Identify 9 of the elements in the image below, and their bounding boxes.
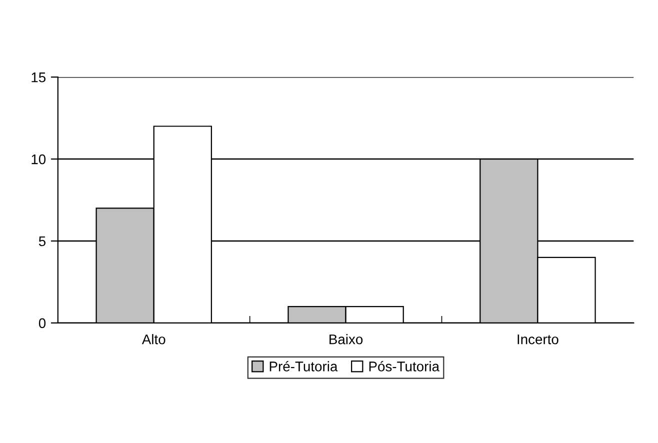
y-tick-label: 10 <box>32 154 46 164</box>
y-tick-label: 0 <box>38 318 46 328</box>
x-tick-label: Incerto <box>518 334 558 344</box>
legend-label: Pré-Tutoria <box>270 361 338 372</box>
x-tick-label: Alto <box>142 334 166 344</box>
y-tick-label: 15 <box>32 72 46 82</box>
y-tick-label: 5 <box>38 236 46 246</box>
x-tick-label: Baixo <box>330 334 363 344</box>
legend-label: Pós-Tutoria <box>369 361 440 372</box>
